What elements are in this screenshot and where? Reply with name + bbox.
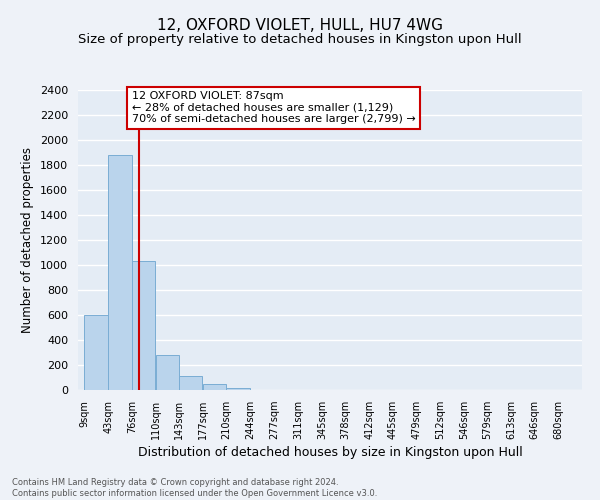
Text: Size of property relative to detached houses in Kingston upon Hull: Size of property relative to detached ho… <box>78 32 522 46</box>
Bar <box>109 155 132 390</box>
Bar <box>132 260 155 390</box>
Bar <box>179 376 202 390</box>
Y-axis label: Number of detached properties: Number of detached properties <box>22 147 34 333</box>
Text: Contains HM Land Registry data © Crown copyright and database right 2024.
Contai: Contains HM Land Registry data © Crown c… <box>12 478 377 498</box>
X-axis label: Distribution of detached houses by size in Kingston upon Hull: Distribution of detached houses by size … <box>137 446 523 459</box>
Bar <box>203 384 226 390</box>
Bar <box>226 388 250 390</box>
Text: 12, OXFORD VIOLET, HULL, HU7 4WG: 12, OXFORD VIOLET, HULL, HU7 4WG <box>157 18 443 32</box>
Bar <box>85 315 107 390</box>
Bar <box>156 355 179 390</box>
Text: 12 OXFORD VIOLET: 87sqm
← 28% of detached houses are smaller (1,129)
70% of semi: 12 OXFORD VIOLET: 87sqm ← 28% of detache… <box>132 91 415 124</box>
